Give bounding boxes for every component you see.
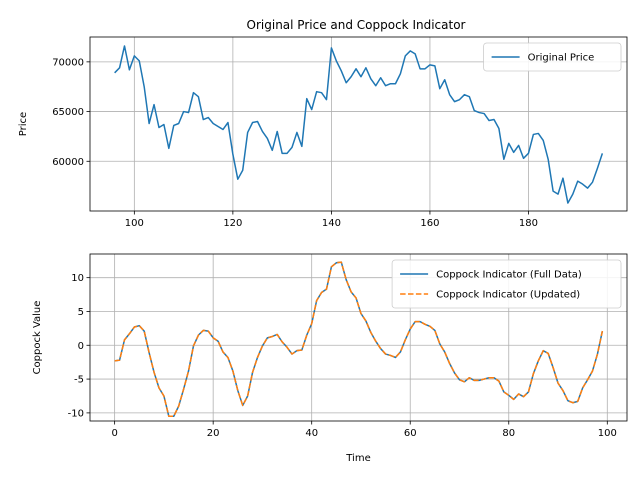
x-tick-label: 80: [502, 428, 515, 439]
coppock-chart-panel: 0 20 40 60 80 100 -10 -5 0 5 10 Coppock Value Time Co…: [32, 253, 628, 464]
y-tick-label: -10: [68, 408, 84, 419]
x-tick-label: 160: [420, 218, 439, 229]
x-tick-label: 100: [125, 218, 144, 229]
legend-box: [391, 259, 622, 309]
legend: Coppock Indicator (Full Data) Coppock Ind…: [391, 259, 622, 309]
series-line-original-price: [114, 45, 604, 204]
x-axis-label: Time: [345, 453, 370, 464]
x-tick-label: 140: [322, 218, 341, 229]
y-tick-label: 10: [71, 273, 84, 284]
x-tick-label: 40: [305, 428, 318, 439]
x-tick-label: 20: [207, 428, 220, 439]
legend-box: [483, 42, 622, 72]
y-tick-label: 70000: [52, 57, 84, 68]
y-axis-label: Coppock Value: [32, 301, 43, 375]
legend-label-coppock-indicator-updated: Coppock Indicator (Updated): [436, 290, 580, 301]
y-axis-label: Price: [18, 112, 29, 136]
axes-frame: [89, 253, 628, 422]
y-tick-label: -5: [74, 375, 84, 386]
x-tick-label: 0: [111, 428, 117, 439]
y-tick-label: 60000: [52, 157, 84, 168]
axes-frame: [89, 36, 628, 212]
x-tick-label: 60: [404, 428, 417, 439]
chart-title: Original Price and Coppock Indicator: [247, 18, 466, 32]
legend: Original Price: [483, 42, 622, 72]
legend-label-original-price: Original Price: [528, 53, 595, 64]
y-tick-label: 5: [78, 307, 84, 318]
y-tick-label: 65000: [52, 107, 84, 118]
price-chart-panel: 100 120 140 160 180 60000 65000 70000 Price Origi…: [18, 36, 628, 229]
x-tick-label: 100: [598, 428, 617, 439]
y-tick-label: 0: [78, 341, 84, 352]
legend-label-coppock-indicator-full-data: Coppock Indicator (Full Data): [436, 270, 582, 281]
x-tick-label: 120: [223, 218, 242, 229]
x-tick-label: 180: [519, 218, 538, 229]
series-line-coppock-indicator-updated: [114, 261, 604, 418]
